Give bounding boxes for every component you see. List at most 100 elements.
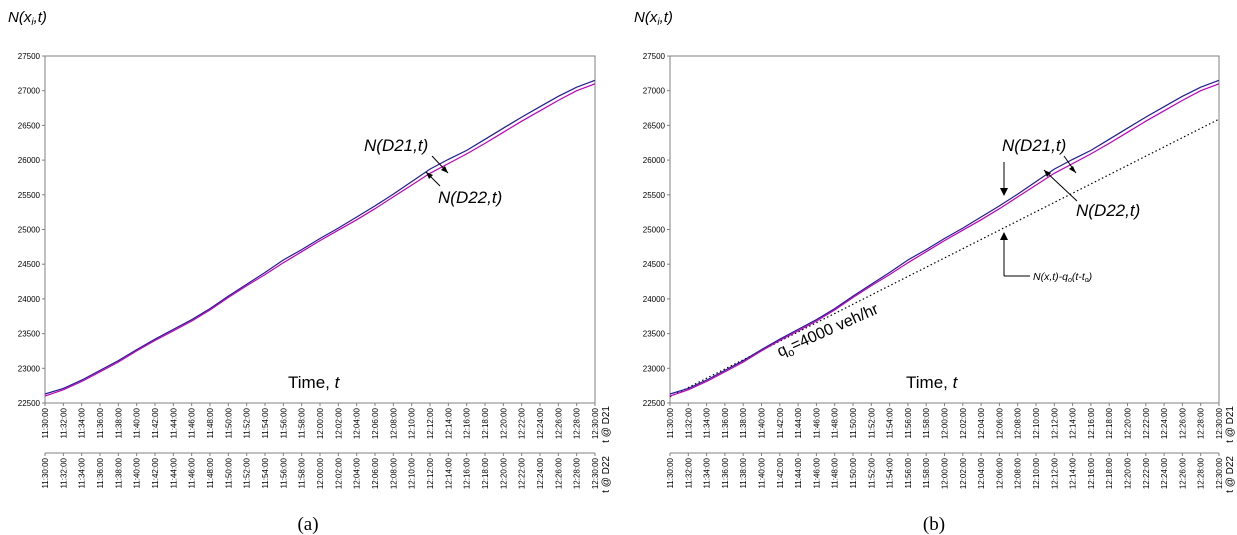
x-tick-label-d22: 12:14:00 (1069, 457, 1078, 489)
x-tick-label-d22: 12:24:00 (536, 457, 545, 489)
x-tick-label-d21: 12:14:00 (444, 407, 453, 439)
x-tick-label-d21: 12:16:00 (1087, 407, 1096, 439)
x-tick-label-d22: 11:42:00 (151, 457, 160, 488)
y-tick-label: 23500 (18, 330, 41, 339)
x-tick-label-d21: 11:54:00 (886, 407, 895, 438)
x-tick-label-d21: 12:02:00 (959, 407, 968, 439)
x-tick-label-d21: 11:58:00 (922, 407, 931, 438)
x-tick-label-d21: 11:38:00 (114, 407, 123, 438)
x-tick-label-d22: 12:04:00 (353, 457, 362, 489)
x-tick-label-d22: 11:46:00 (812, 457, 821, 488)
x-tick-label-d21: 11:40:00 (758, 407, 767, 438)
x-tick-label-d22: 12:24:00 (1160, 457, 1169, 489)
y-tick-label: 23000 (18, 364, 41, 373)
x-tick-label-d22: 12:30:00 (591, 457, 600, 489)
y-tick-label: 22500 (643, 399, 666, 408)
x-tick-label-d22: 12:06:00 (371, 457, 380, 489)
x-tick-label-d22: 11:56:00 (904, 457, 913, 488)
x-ticks-b: 11:30:00 11:30:00 11:32:00 11:32:00 11:34:00… (666, 403, 1236, 493)
arrowhead-n-d21-a (441, 166, 448, 173)
x-tick-label-d22: 11:50:00 (849, 457, 858, 488)
x-tick-label-d21: 12:18:00 (1105, 407, 1114, 439)
y-tick-label: 26000 (643, 156, 666, 165)
panel-b: N(xi,t) 22500 23000 23500 24000 24500 25000 25… (634, 9, 1236, 535)
x-tick-label-d22: 12:16:00 (1087, 457, 1096, 489)
y-axis-label-a: N(xi,t) (8, 9, 47, 28)
y-tick-label: 27000 (643, 87, 666, 96)
x-tick-label-d22: 12:08:00 (1014, 457, 1023, 489)
x-tick-label-d21: 11:42:00 (776, 407, 785, 438)
x-tick-label-d21: 11:56:00 (904, 407, 913, 438)
series-group-b (669, 79, 1220, 397)
panel-a: N(xi,t) 22500 23000 23500 24000 24500 25000 25… (8, 9, 612, 535)
series-line-n-d22 (44, 83, 596, 397)
y-tick-label: 24000 (18, 295, 41, 304)
y-tick-label: 25500 (643, 191, 666, 200)
x-tick-label-d21: 11:36:00 (96, 407, 105, 438)
x-tick-label-d22: 12:20:00 (499, 457, 508, 489)
reference-line-b (669, 118, 1220, 398)
x-tick-label-d22: 12:20:00 (1124, 457, 1133, 489)
y-tick-label: 24500 (18, 260, 41, 269)
x-tick-label-d21: 12:30:00 (1215, 407, 1224, 439)
x-tick-label-d22: 12:22:00 (1142, 457, 1151, 489)
x-tick-label-d21: 12:10:00 (408, 407, 417, 439)
arrowhead-n-d22-a (426, 172, 433, 179)
x-tick-label-d21: 11:34:00 (703, 407, 712, 438)
caption-b: (b) (923, 514, 945, 535)
x-tick-label-d22: 12:26:00 (1178, 457, 1187, 489)
x-tick-label-d22: 11:56:00 (279, 457, 288, 488)
x-tick-label-d22: 12:00:00 (316, 457, 325, 489)
x-tick-label-d21: 11:54:00 (261, 407, 270, 438)
rate-label-b: qo=4000 veh/hr (775, 301, 883, 364)
plot-area-a (44, 55, 596, 404)
x-tick-label-d21: 12:26:00 (1178, 407, 1187, 439)
x-tick-label-d22: 12:12:00 (426, 457, 435, 489)
arrowhead-n-d21-b (1069, 166, 1076, 173)
x-tick-label-d21: 12:24:00 (1160, 407, 1169, 439)
arrow-n-d22-b (1043, 169, 1078, 202)
x-tick-label-d21: 12:28:00 (1197, 407, 1206, 439)
x-tick-label-d21: 12:08:00 (389, 407, 398, 439)
x-tick-label-d21: 11:52:00 (867, 407, 876, 438)
x-tick-label-d22: 11:32:00 (684, 457, 693, 488)
x-tick-label-d21: 11:50:00 (849, 407, 858, 438)
x-tick-label-d22: 11:58:00 (922, 457, 931, 488)
x-tick-label-d22: 12:04:00 (977, 457, 986, 489)
x-tick-label-d22: 11:32:00 (59, 457, 68, 488)
x-tick-label-d22: 11:34:00 (703, 457, 712, 488)
x-tick-label-d22: 11:54:00 (886, 457, 895, 488)
x-tick-label-d21: 12:10:00 (1032, 407, 1041, 439)
x-tick-label-d21: 11:32:00 (684, 407, 693, 438)
x-tick-label-d22: 12:28:00 (1197, 457, 1206, 489)
time-label-a: Time, t (288, 373, 341, 392)
x-tick-label-d22: 12:02:00 (334, 457, 343, 489)
x-tick-label-d22: 12:28:00 (573, 457, 582, 489)
x-tick-label-d22: 12:06:00 (995, 457, 1004, 489)
x-tick-label-d22: 11:40:00 (758, 457, 767, 488)
y-tick-label: 25000 (18, 226, 41, 235)
x-tick-label-d22: 12:18:00 (1105, 457, 1114, 489)
x-tick-label-d21: 12:08:00 (1014, 407, 1023, 439)
x-tick-label-d21: 11:50:00 (224, 407, 233, 438)
x-tick-label-d21: 12:00:00 (941, 407, 950, 439)
x-tick-label-d21: 12:28:00 (573, 407, 582, 439)
x-tick-label-d21: 12:26:00 (554, 407, 563, 439)
x-tick-label-d22: 11:52:00 (243, 457, 252, 488)
x-tick-label-d21: 12:16:00 (463, 407, 472, 439)
x-tick-label-d22: 11:36:00 (96, 457, 105, 488)
y-tick-label: 26000 (18, 156, 41, 165)
x-tick-label-d21: 11:38:00 (739, 407, 748, 438)
series-line-n-d21 (669, 79, 1220, 395)
x-tick-label-d21: 11:48:00 (831, 407, 840, 438)
x-tick-label-d22: 11:58:00 (298, 457, 307, 488)
x-tick-label-d22: 11:52:00 (867, 457, 876, 488)
x-tick-label-d21: 12:20:00 (1124, 407, 1133, 439)
x-tick-label-d22: 11:38:00 (114, 457, 123, 488)
axis-label-d21: t @ D21 (601, 406, 612, 443)
x-tick-label-d22: 11:54:00 (261, 457, 270, 488)
series-line-n-d21 (44, 79, 596, 395)
x-tick-label-d21: 12:22:00 (1142, 407, 1151, 439)
x-tick-label-d21: 12:22:00 (518, 407, 527, 439)
x-tick-label-d21: 11:46:00 (812, 407, 821, 438)
